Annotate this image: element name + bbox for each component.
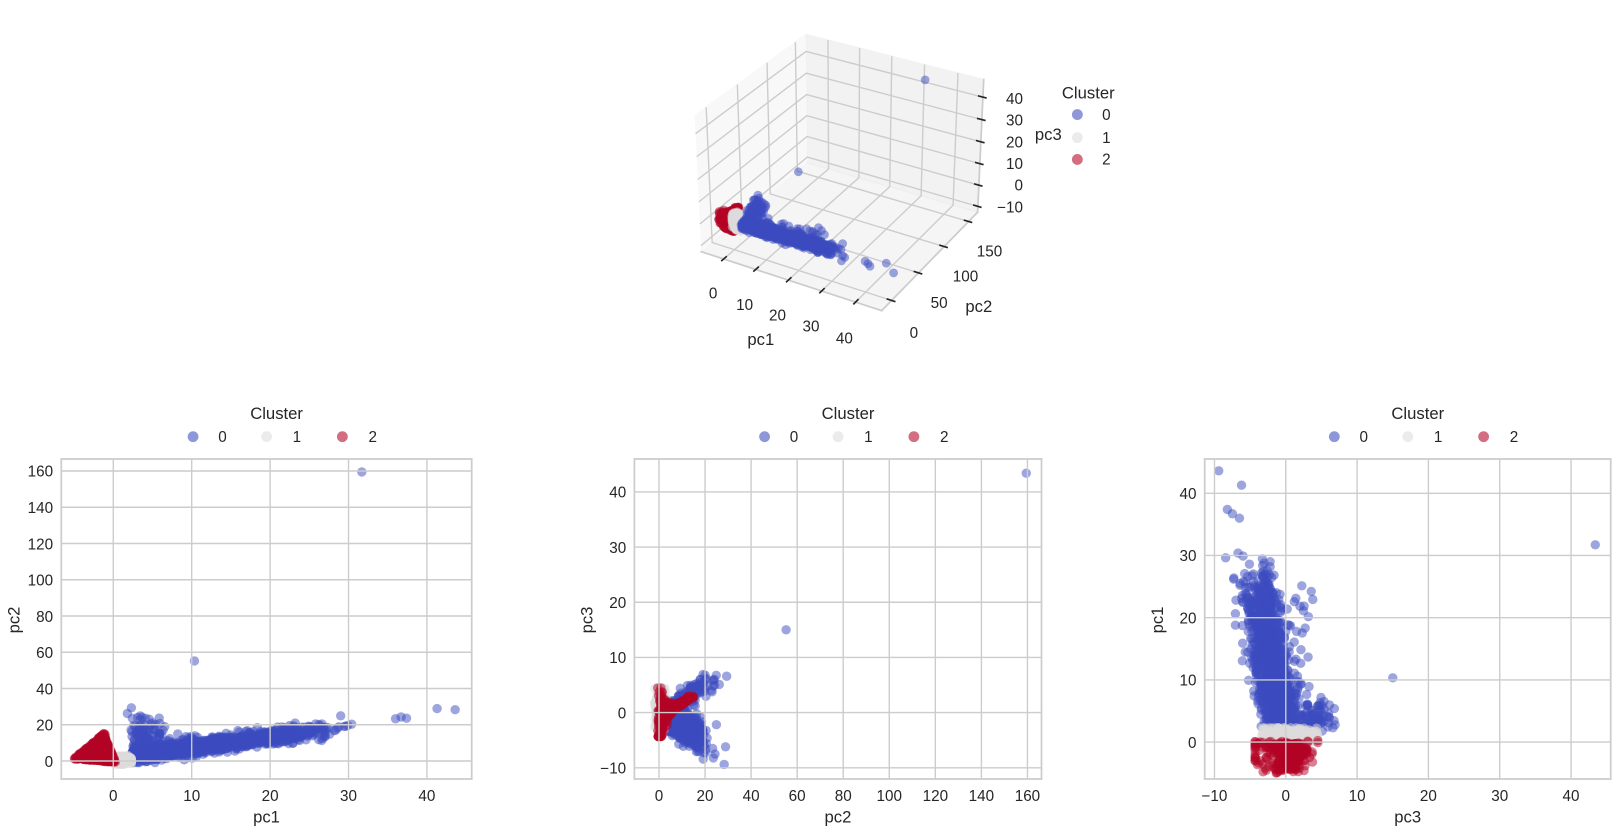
svg-text:10: 10 (609, 650, 626, 667)
svg-text:pc3: pc3 (578, 607, 597, 634)
svg-text:1: 1 (293, 429, 301, 446)
svg-text:20: 20 (1420, 788, 1437, 805)
svg-text:30: 30 (803, 319, 820, 336)
svg-text:30: 30 (1491, 788, 1508, 805)
svg-text:pc3: pc3 (1394, 808, 1421, 827)
svg-text:2: 2 (1510, 429, 1519, 446)
svg-text:160: 160 (1015, 788, 1040, 805)
svg-text:0: 0 (1188, 735, 1197, 752)
svg-text:60: 60 (789, 788, 806, 805)
svg-text:2: 2 (1102, 152, 1111, 169)
svg-text:10: 10 (1349, 788, 1366, 805)
svg-text:0: 0 (1282, 788, 1291, 805)
svg-text:pc1: pc1 (1148, 607, 1167, 634)
svg-text:120: 120 (28, 536, 53, 553)
svg-text:pc2: pc2 (4, 607, 23, 634)
svg-text:20: 20 (36, 718, 53, 735)
svg-text:20: 20 (262, 788, 279, 805)
svg-text:pc3: pc3 (1035, 125, 1062, 144)
svg-text:−10: −10 (600, 761, 626, 778)
svg-text:10: 10 (1006, 156, 1023, 173)
svg-text:1: 1 (1434, 429, 1443, 446)
svg-text:30: 30 (1006, 113, 1023, 130)
svg-text:Cluster: Cluster (250, 404, 303, 423)
svg-text:40: 40 (1180, 486, 1197, 503)
svg-text:20: 20 (609, 595, 626, 612)
svg-text:40: 40 (36, 681, 53, 698)
svg-text:10: 10 (736, 297, 753, 314)
svg-text:100: 100 (953, 269, 978, 286)
svg-text:40: 40 (836, 330, 853, 347)
svg-text:20: 20 (697, 788, 714, 805)
svg-text:40: 40 (743, 788, 760, 805)
svg-text:100: 100 (877, 788, 902, 805)
svg-text:140: 140 (28, 500, 53, 517)
svg-text:50: 50 (931, 295, 948, 312)
svg-text:10: 10 (1180, 673, 1197, 690)
svg-text:150: 150 (977, 243, 1002, 260)
svg-text:0: 0 (790, 429, 799, 446)
svg-text:80: 80 (835, 788, 852, 805)
svg-text:1: 1 (1102, 130, 1111, 147)
svg-text:pc1: pc1 (253, 808, 280, 827)
svg-text:30: 30 (609, 540, 626, 557)
svg-text:40: 40 (1563, 788, 1580, 805)
svg-text:0: 0 (1359, 429, 1368, 446)
svg-text:1: 1 (864, 429, 873, 446)
svg-text:Cluster: Cluster (1391, 404, 1444, 423)
svg-text:0: 0 (109, 788, 118, 805)
svg-text:160: 160 (28, 464, 53, 481)
svg-text:30: 30 (1180, 548, 1197, 565)
svg-text:0: 0 (1102, 107, 1111, 124)
svg-text:140: 140 (969, 788, 994, 805)
svg-text:2: 2 (940, 429, 949, 446)
svg-text:10: 10 (183, 788, 200, 805)
svg-text:60: 60 (36, 645, 53, 662)
svg-text:0: 0 (709, 285, 718, 302)
svg-text:pc1: pc1 (747, 330, 774, 349)
svg-text:pc2: pc2 (965, 297, 992, 316)
svg-text:30: 30 (340, 788, 357, 805)
svg-text:0: 0 (45, 754, 54, 771)
svg-text:Cluster: Cluster (822, 404, 875, 423)
svg-text:Cluster: Cluster (1062, 83, 1115, 102)
svg-text:20: 20 (1180, 610, 1197, 627)
svg-text:20: 20 (1006, 134, 1023, 151)
svg-text:40: 40 (609, 485, 626, 502)
svg-text:0: 0 (1014, 178, 1023, 195)
svg-text:100: 100 (28, 573, 53, 590)
svg-text:2: 2 (369, 429, 378, 446)
svg-text:0: 0 (910, 325, 919, 342)
svg-text:0: 0 (655, 788, 664, 805)
svg-text:pc2: pc2 (825, 808, 852, 827)
svg-text:−10: −10 (1202, 788, 1228, 805)
svg-text:0: 0 (618, 705, 627, 722)
svg-text:0: 0 (218, 429, 227, 446)
svg-text:120: 120 (923, 788, 948, 805)
svg-text:80: 80 (36, 609, 53, 626)
svg-text:−10: −10 (997, 199, 1023, 216)
svg-text:20: 20 (769, 307, 786, 324)
svg-text:40: 40 (1006, 91, 1023, 108)
svg-text:40: 40 (418, 788, 435, 805)
